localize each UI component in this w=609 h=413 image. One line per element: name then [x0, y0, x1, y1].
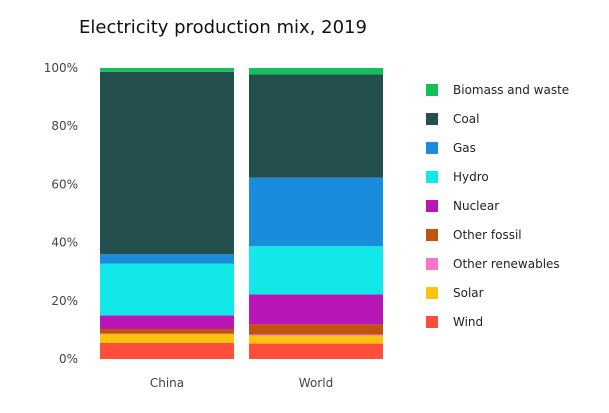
legend-item: Coal [426, 112, 479, 126]
y-axis: 0% 20% 40% 60% 80% 100% [44, 61, 78, 366]
x-tick-label: China [150, 376, 184, 390]
legend-label: Other fossil [453, 228, 522, 242]
legend-swatch [426, 200, 438, 212]
bar-segment [100, 342, 234, 359]
y-tick-label: 0% [59, 352, 78, 366]
bar-segment [249, 335, 383, 344]
chart-title: Electricity production mix, 2019 [79, 17, 367, 38]
bar-segment [100, 71, 234, 255]
y-tick-label: 20% [51, 294, 78, 308]
bar-segment [249, 324, 383, 335]
legend-label: Other renewables [453, 257, 560, 271]
bar-segment [100, 315, 234, 330]
legend-label: Solar [453, 286, 484, 300]
legend-label: Wind [453, 315, 483, 329]
x-axis: China World [150, 376, 333, 390]
bar-segment [249, 246, 383, 295]
bar-segment [249, 294, 383, 325]
bar-segment [100, 329, 234, 334]
legend-swatch [426, 113, 438, 125]
legend-item: Other fossil [426, 228, 522, 242]
bar-segment [100, 68, 234, 72]
y-tick-label: 80% [51, 119, 78, 133]
bar-segment [100, 333, 234, 343]
bar-segment [249, 334, 383, 336]
legend-swatch [426, 142, 438, 154]
bar-segment [249, 68, 383, 75]
legend-item: Gas [426, 141, 476, 155]
y-tick-label: 60% [51, 177, 78, 191]
legend-swatch [426, 84, 438, 96]
legend-label: Biomass and waste [453, 83, 569, 97]
legend-swatch [426, 229, 438, 241]
bar-segment [100, 263, 234, 316]
legend-item: Biomass and waste [426, 83, 569, 97]
legend-label: Coal [453, 112, 479, 126]
legend-label: Gas [453, 141, 476, 155]
legend-item: Other renewables [426, 257, 560, 271]
legend-item: Nuclear [426, 199, 499, 213]
legend-item: Hydro [426, 170, 489, 184]
bars [100, 68, 383, 359]
y-tick-label: 100% [44, 61, 78, 75]
legend-label: Hydro [453, 170, 489, 184]
legend-item: Solar [426, 286, 484, 300]
legend-item: Wind [426, 315, 483, 329]
legend-swatch [426, 171, 438, 183]
bar-segment [249, 343, 383, 359]
legend-swatch [426, 287, 438, 299]
legend-label: Nuclear [453, 199, 499, 213]
bar-segment [249, 74, 383, 178]
legend: Biomass and waste Coal Gas Hydro Nuclear Othe… [426, 83, 569, 329]
x-tick-label: World [299, 376, 333, 390]
bar-segment [249, 177, 383, 247]
legend-swatch [426, 316, 438, 328]
bar-segment [100, 254, 234, 264]
legend-swatch [426, 258, 438, 270]
y-tick-label: 40% [51, 236, 78, 250]
